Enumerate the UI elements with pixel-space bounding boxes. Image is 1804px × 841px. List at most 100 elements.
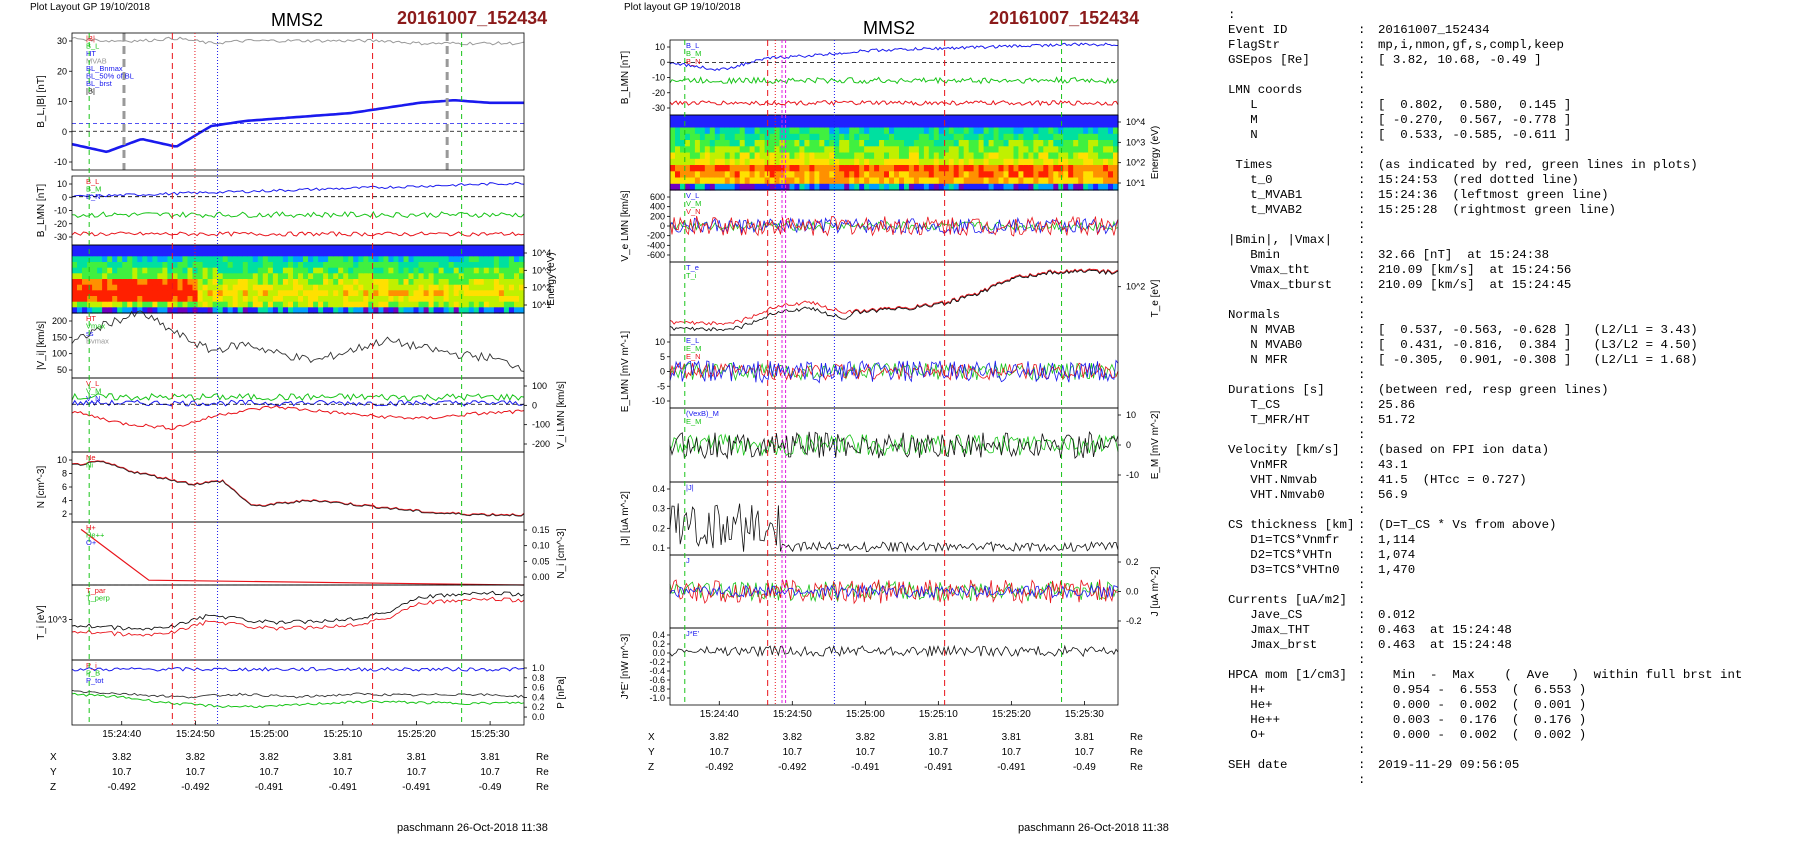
left-panel-frame	[71, 659, 525, 726]
spectrogram-cell	[1038, 183, 1044, 191]
spectrogram-cell	[675, 158, 681, 166]
spectrogram-cell	[142, 267, 148, 274]
info-row: :	[1228, 773, 1798, 788]
spectrogram-cell	[1023, 146, 1029, 154]
spectrogram-cell	[1078, 183, 1084, 191]
spectrogram-cell	[232, 301, 239, 308]
spectrogram-cell	[147, 273, 153, 280]
spectrogram-cell	[197, 284, 204, 291]
spectrogram-cell	[1028, 127, 1034, 135]
spectrogram-cell	[503, 290, 510, 297]
spectrogram-cell	[217, 245, 224, 252]
spectrogram-cell	[769, 165, 776, 172]
spectrogram-cell	[298, 250, 304, 257]
spectrogram-cell	[859, 140, 865, 147]
info-value: (as indicated by red, green lines in plo…	[1378, 158, 1698, 172]
spectrogram-cell	[433, 279, 440, 286]
spectrogram-cell	[368, 279, 374, 286]
spectrogram-cell	[779, 121, 786, 129]
spectrogram-cell	[212, 296, 219, 303]
info-label: O+	[1228, 728, 1266, 742]
y-tick-label: 10^2	[532, 283, 551, 293]
spectrogram-cell	[132, 245, 138, 252]
spectrogram-cell	[127, 273, 133, 280]
spectrogram-cell	[839, 146, 845, 154]
spectrogram-cell	[799, 121, 805, 129]
y-axis-title: P [nPa]	[556, 676, 567, 709]
spectrogram-cell	[488, 284, 495, 291]
spectrogram-cell	[983, 127, 990, 135]
spectrogram-cell	[1068, 127, 1074, 135]
spectrogram-cell	[908, 140, 915, 147]
spectrogram-cell	[177, 256, 184, 263]
spectrogram-cell	[137, 301, 143, 308]
series-line	[669, 359, 1119, 384]
spectrogram-cell	[694, 177, 701, 185]
spectrogram-cell	[383, 250, 389, 257]
spectrogram-cell	[318, 256, 324, 263]
spectrogram-cell	[714, 115, 721, 122]
spectrogram-cell	[127, 256, 133, 263]
spectrogram-cell	[117, 262, 123, 269]
spectrogram-cell	[483, 284, 490, 291]
spectrogram-cell	[393, 250, 399, 257]
spectrogram-cell	[403, 290, 410, 297]
spectrogram-cell	[1023, 133, 1029, 141]
spectrogram-cell	[864, 165, 870, 172]
spectrogram-cell	[428, 262, 435, 269]
spectrogram-cell	[943, 133, 950, 141]
spectrogram-cell	[142, 301, 148, 308]
spectrogram-cell	[242, 301, 249, 308]
spectrogram-cell	[854, 158, 860, 166]
spectrogram-cell	[132, 250, 138, 257]
spectrogram-cell	[694, 171, 701, 179]
spectrogram-cell	[1103, 133, 1109, 141]
spectrogram-cell	[107, 250, 113, 257]
spectrogram-cell	[463, 290, 470, 297]
spectrogram-cell	[869, 152, 875, 160]
spectrogram-cell	[1028, 177, 1034, 185]
spectrogram-cell	[207, 301, 214, 308]
spectrogram-cell	[137, 296, 143, 303]
spectrogram-cell	[1023, 177, 1029, 185]
spectrogram-cell	[734, 140, 741, 147]
spectrogram-cell	[142, 256, 148, 263]
spectrogram-cell	[814, 127, 820, 135]
spectrogram-cell	[769, 115, 776, 122]
spectrogram-cell	[724, 171, 731, 179]
spectrogram-cell	[724, 121, 731, 129]
info-label: Bmin	[1228, 248, 1281, 262]
spectrogram-cell	[408, 296, 415, 303]
spectrogram-cell	[448, 273, 455, 280]
spectrogram-cell	[97, 256, 103, 263]
spectrogram-cell	[794, 177, 800, 185]
spectrogram-cell	[904, 115, 910, 122]
spectrogram-cell	[328, 250, 334, 257]
spectrogram-cell	[202, 296, 209, 303]
spectrogram-cell	[413, 290, 420, 297]
spectrogram-cell	[799, 152, 805, 160]
info-label: t_0	[1228, 173, 1273, 187]
spectrogram-cell	[453, 245, 460, 252]
spectrogram-cell	[809, 121, 815, 129]
spectrogram-cell	[879, 115, 885, 122]
spectrogram-cell	[338, 273, 344, 280]
y-tick-label: 0.8	[532, 673, 545, 683]
spectrogram-cell	[684, 146, 691, 154]
info-row: Normals:	[1228, 308, 1798, 323]
spectrogram-cell	[97, 301, 103, 308]
spectrogram-cell	[92, 256, 98, 263]
spectrogram-cell	[948, 140, 955, 147]
spectrogram-cell	[789, 133, 796, 141]
info-colon: :	[1358, 308, 1366, 322]
spectrogram-cell	[859, 158, 865, 166]
info-value: 0.463 at 15:24:48	[1378, 623, 1512, 637]
info-row: Jmax_THT:0.463 at 15:24:48	[1228, 623, 1798, 638]
spectrogram-cell	[953, 165, 960, 172]
spectrogram-cell	[252, 256, 259, 263]
spectrogram-cell	[1028, 183, 1034, 191]
spectrogram-cell	[824, 152, 830, 160]
spectrogram-cell	[1098, 133, 1104, 141]
spectrogram-cell	[774, 158, 781, 166]
spectrogram-cell	[272, 245, 279, 252]
